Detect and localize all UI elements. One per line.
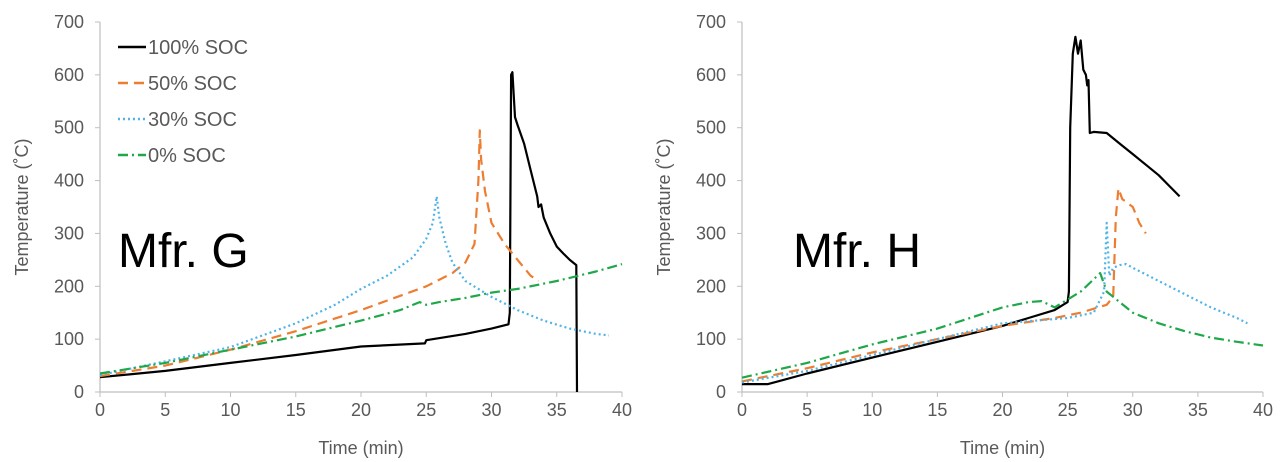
y-tick-label: 500: [696, 118, 726, 138]
x-tick-label: 15: [927, 400, 947, 420]
legend-label: 30% SOC: [148, 109, 237, 131]
x-tick-label: 25: [1058, 400, 1078, 420]
y-tick-label: 400: [696, 171, 726, 191]
y-tick-label: 700: [696, 12, 726, 32]
x-tick-label: 15: [286, 400, 306, 420]
x-axis-title: Time (min): [318, 438, 403, 458]
y-tick-label: 600: [54, 65, 84, 85]
x-tick-label: 30: [1123, 400, 1143, 420]
x-tick-label: 35: [547, 400, 567, 420]
x-tick-label: 5: [160, 400, 170, 420]
series-line-100-soc: [742, 35, 1181, 386]
legend-label: 0% SOC: [148, 145, 226, 167]
x-tick-label: 0: [737, 400, 747, 420]
series-line-0-soc: [741, 272, 1264, 379]
series-line-50-soc: [99, 129, 540, 378]
legend-label: 100% SOC: [148, 37, 248, 59]
x-tick-label: 5: [802, 400, 812, 420]
y-tick-label: 600: [696, 65, 726, 85]
legend-label: 50% SOC: [148, 73, 237, 95]
x-tick-label: 20: [351, 400, 371, 420]
y-tick-label: 300: [54, 223, 84, 243]
x-tick-label: 20: [992, 400, 1012, 420]
series-line-100-soc: [99, 71, 579, 393]
y-tick-label: 200: [696, 276, 726, 296]
y-axis-title: Temperature (˚C): [654, 138, 674, 275]
y-tick-label: 0: [74, 382, 84, 402]
series-line-50-soc: [741, 187, 1147, 383]
x-axis-title: Time (min): [960, 438, 1045, 458]
panel-annotation: Mfr. G: [118, 225, 249, 278]
x-tick-label: 10: [220, 400, 240, 420]
x-tick-label: 35: [1188, 400, 1208, 420]
y-tick-label: 200: [54, 276, 84, 296]
y-tick-label: 100: [696, 329, 726, 349]
x-tick-label: 25: [416, 400, 436, 420]
y-tick-label: 400: [54, 171, 84, 191]
x-tick-label: 30: [481, 400, 501, 420]
y-tick-label: 300: [696, 223, 726, 243]
x-tick-label: 10: [862, 400, 882, 420]
panel-annotation: Mfr. H: [793, 225, 921, 278]
series-line-0-soc: [99, 263, 623, 375]
y-tick-label: 500: [54, 118, 84, 138]
y-tick-label: 100: [54, 329, 84, 349]
x-tick-label: 0: [95, 400, 105, 420]
y-tick-label: 700: [54, 12, 84, 32]
series-line-30-soc: [741, 221, 1248, 384]
y-axis-title: Temperature (˚C): [12, 138, 32, 275]
x-tick-label: 40: [1253, 400, 1273, 420]
chart-panel-mfr-g: 0 5 10 15 20 25 30 35 400100200300400500600700Ti…: [12, 12, 632, 458]
x-tick-label: 40: [612, 400, 632, 420]
y-tick-label: 0: [716, 382, 726, 402]
chart-panel-mfr-h: 0 5 10 15 20 25 30 35 400100200300400500600700Ti…: [654, 12, 1273, 458]
